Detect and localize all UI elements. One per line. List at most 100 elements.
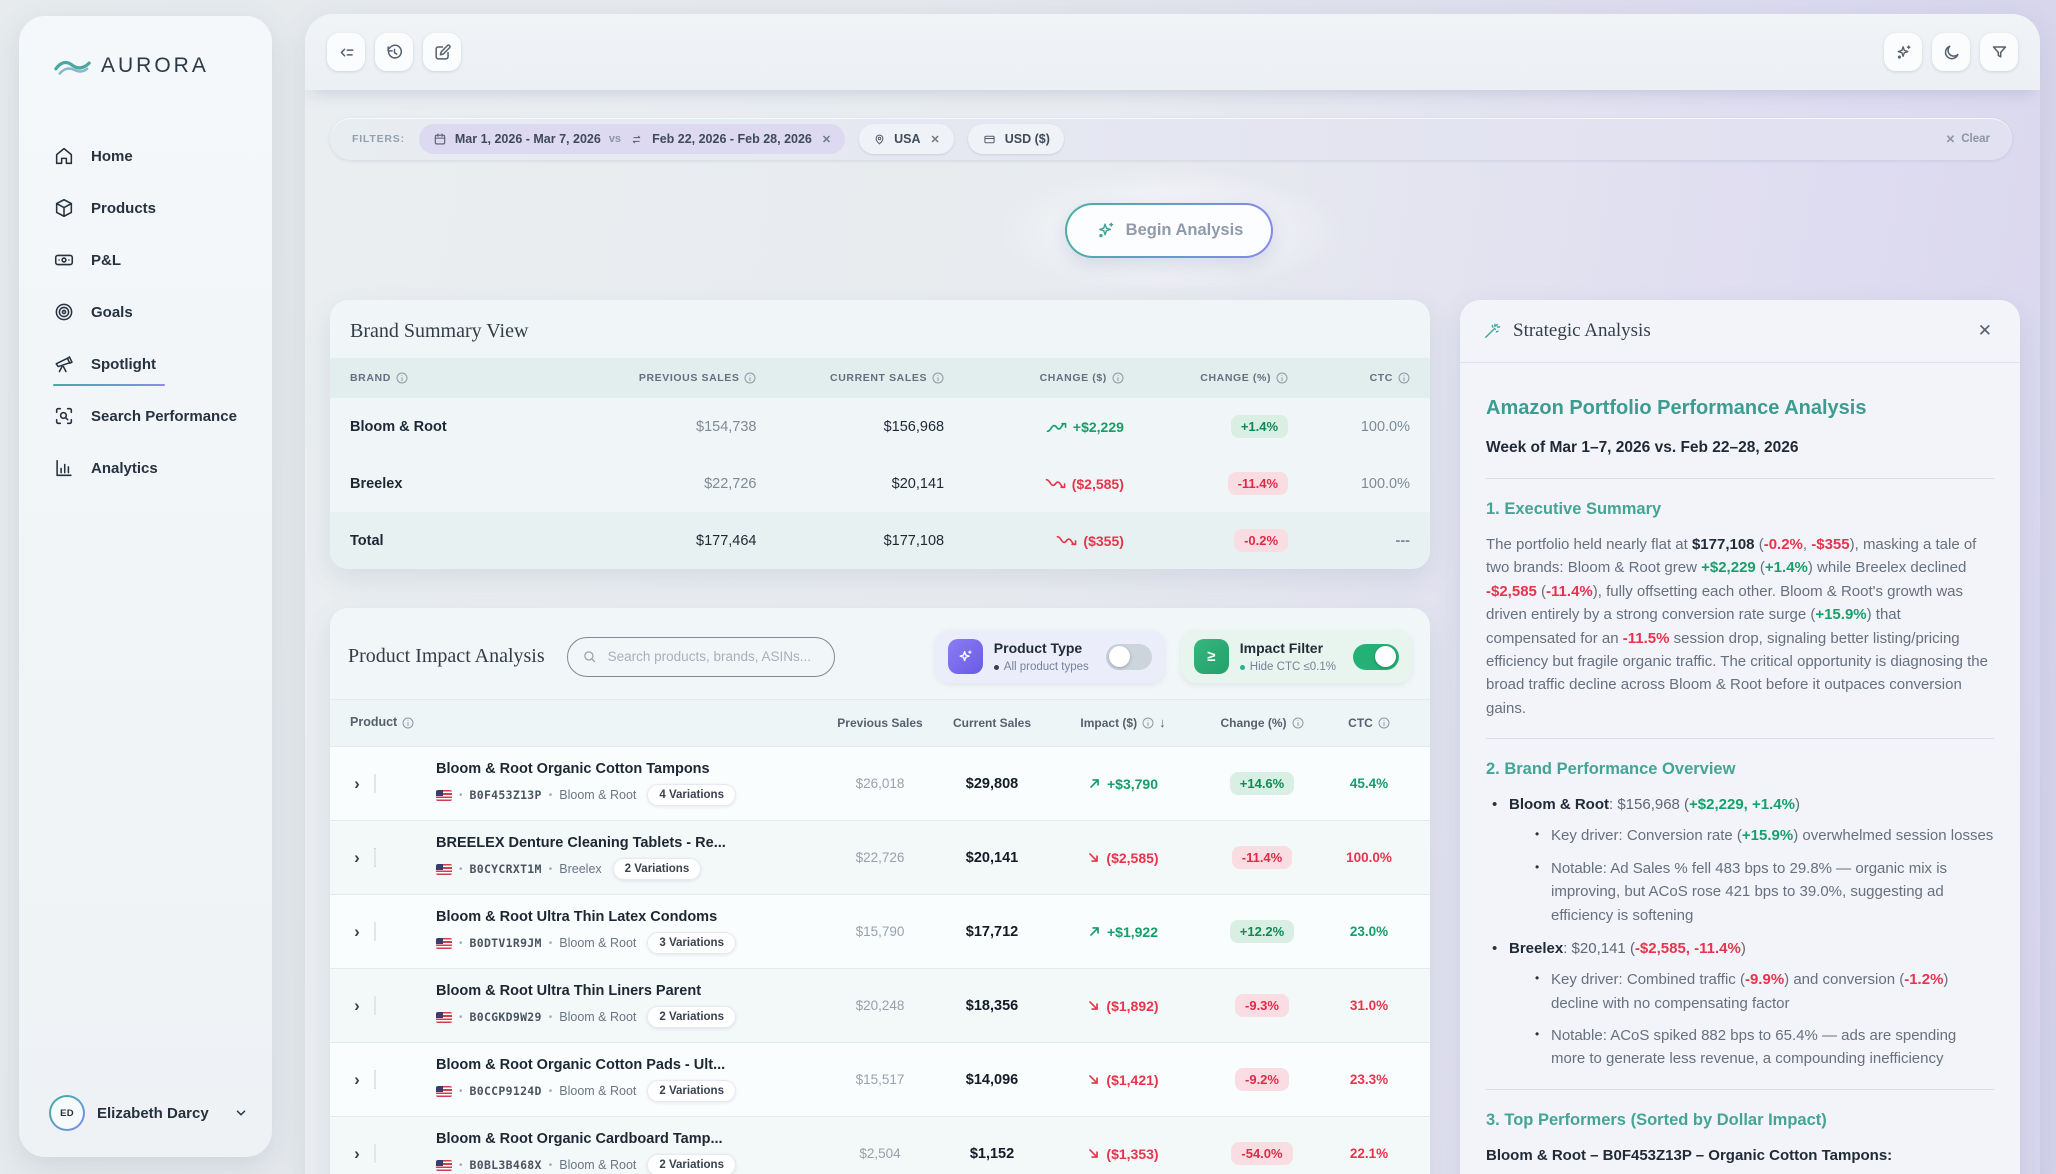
product-name: Bloom & Root Ultra Thin Liners Parent xyxy=(436,983,702,999)
current-sales-value: $14,096 xyxy=(965,1071,1019,1088)
column-header-ctc[interactable]: CTC xyxy=(1288,372,1410,384)
currency-chip[interactable]: USD ($) xyxy=(967,124,1064,154)
sidebar-item-spotlight[interactable]: Spotlight xyxy=(45,338,246,390)
sidebar-item-goals[interactable]: Goals xyxy=(45,286,246,338)
expand-row-icon[interactable]: › xyxy=(354,773,360,793)
expand-row-icon[interactable]: › xyxy=(354,1069,360,1089)
brand-summary-row[interactable]: Bloom & Root $154,738 $156,968 +$2,229 +1.4%… xyxy=(330,398,1430,455)
history-button[interactable] xyxy=(375,33,413,71)
box-icon xyxy=(53,197,75,219)
impact-filter-toggle[interactable] xyxy=(1353,643,1399,670)
new-note-button[interactable] xyxy=(423,33,461,71)
change-dollars-value: ($355) xyxy=(944,533,1124,549)
begin-analysis-button[interactable]: Begin Analysis xyxy=(1065,203,1273,258)
filter-button[interactable] xyxy=(1980,33,2018,71)
sidebar-item-p-l[interactable]: P&L xyxy=(45,234,246,286)
product-row[interactable]: › BREELEX Denture Cleaning Tablets - Re..… xyxy=(330,820,1430,894)
previous-sales-value: $20,248 xyxy=(855,998,905,1013)
us-flag-icon xyxy=(436,789,452,801)
variations-badge[interactable]: 3 Variations xyxy=(647,932,736,954)
user-menu[interactable]: ED Elizabeth Darcy xyxy=(49,1095,248,1131)
app-logo[interactable]: AURORA xyxy=(19,16,272,78)
aurora-wave-icon xyxy=(53,54,91,78)
ctc-value: 23.0% xyxy=(1349,924,1389,939)
analysis-block-p: The portfolio held nearly flat at $177,1… xyxy=(1486,536,1988,717)
sidebar-item-label: Spotlight xyxy=(91,355,156,373)
search-input[interactable] xyxy=(605,648,820,665)
close-panel-button[interactable]: ✕ xyxy=(1972,319,1998,343)
product-brand: Bloom & Root xyxy=(559,1158,637,1172)
sidebar-item-search-performance[interactable]: Search Performance xyxy=(45,390,246,442)
analysis-body: Amazon Portfolio Performance Analysis Wee… xyxy=(1460,363,2020,1174)
previous-sales-value: $15,517 xyxy=(855,1072,905,1087)
column-header-current-sales[interactable]: Current Sales xyxy=(952,715,1032,730)
panel-title: Strategic Analysis xyxy=(1513,320,1651,341)
column-header-brand[interactable]: BRAND xyxy=(350,372,569,384)
change-percent-badge: +1.4% xyxy=(1124,415,1289,438)
panel-header: Strategic Analysis ✕ xyxy=(1460,300,2020,363)
ai-sparkles-button[interactable] xyxy=(1884,33,1922,71)
product-thumbnail xyxy=(374,995,376,1015)
product-brand: Bloom & Root xyxy=(559,936,637,950)
expand-row-icon[interactable]: › xyxy=(354,1143,360,1163)
column-header-change-percent[interactable]: Change (%) xyxy=(1198,716,1326,731)
column-header-change-dollars[interactable]: CHANGE ($) xyxy=(944,372,1124,384)
variations-badge[interactable]: 2 Variations xyxy=(612,858,702,880)
change-percent-badge: +12.2% xyxy=(1198,920,1326,943)
expand-row-icon[interactable]: › xyxy=(354,921,360,941)
main-area: FILTERS: Mar 1, 2026 - Mar 7, 2026 vs Fe… xyxy=(305,14,2040,1174)
brand-summary-row[interactable]: Total $177,464 $177,108 ($355) -0.2% --- xyxy=(330,512,1430,569)
column-header-product[interactable]: Product xyxy=(340,715,824,731)
current-sales-value: $18,356 xyxy=(965,997,1019,1014)
country-chip[interactable]: USA ✕ xyxy=(859,124,954,154)
column-header-current-sales[interactable]: CURRENT SALES xyxy=(756,372,944,384)
product-search[interactable] xyxy=(566,636,835,677)
variations-badge[interactable]: 4 Variations xyxy=(647,784,736,806)
sidebar-item-home[interactable]: Home xyxy=(45,130,246,182)
remove-date-filter-icon[interactable]: ✕ xyxy=(821,133,832,146)
expand-row-icon[interactable]: › xyxy=(354,847,360,867)
variations-badge[interactable]: 2 Variations xyxy=(647,1154,736,1174)
brand-summary-rows: Bloom & Root $154,738 $156,968 +$2,229 +1.4%… xyxy=(330,398,1430,569)
sort-desc-icon[interactable]: ↓ xyxy=(1159,714,1166,730)
variations-badge[interactable]: 2 Variations xyxy=(647,1080,736,1102)
column-header-previous-sales[interactable]: Previous Sales xyxy=(837,715,923,730)
product-row[interactable]: › Bloom & Root Organic Cotton Pads - Ult.… xyxy=(330,1042,1430,1116)
product-row[interactable]: › Bloom & Root Ultra Thin Liners Parent • B… xyxy=(330,968,1430,1042)
filters-bar: FILTERS: Mar 1, 2026 - Mar 7, 2026 vs Fe… xyxy=(330,118,2012,160)
brand-name: Breelex xyxy=(350,475,403,492)
ctc-value: 45.4% xyxy=(1349,776,1389,791)
sidebar-item-products[interactable]: Products xyxy=(45,182,246,234)
info-icon xyxy=(402,717,414,729)
expand-row-icon[interactable]: › xyxy=(354,995,360,1015)
remove-country-filter-icon[interactable]: ✕ xyxy=(930,133,940,146)
product-name: Bloom & Root Organic Cotton Pads - Ult..… xyxy=(436,1057,726,1073)
product-row[interactable]: › Bloom & Root Ultra Thin Latex Condoms • B… xyxy=(330,894,1430,968)
date-range-chip[interactable]: Mar 1, 2026 - Mar 7, 2026 vs Feb 22, 202… xyxy=(418,124,846,154)
ctc-value: 22.1% xyxy=(1349,1146,1389,1161)
comparison-date-range: Feb 22, 2026 - Feb 28, 2026 xyxy=(652,132,812,146)
product-type-toggle[interactable] xyxy=(1105,643,1152,670)
topbar-right xyxy=(1884,33,2018,71)
dark-mode-button[interactable] xyxy=(1932,33,1970,71)
sidebar-item-label: Goals xyxy=(91,303,133,321)
clear-filters-button[interactable]: ✕ Clear xyxy=(1945,133,1990,146)
product-row[interactable]: › Bloom & Root Organic Cardboard Tamp... •… xyxy=(330,1116,1430,1174)
us-flag-icon xyxy=(436,1085,452,1097)
country-value: USA xyxy=(894,132,921,146)
dot-icon xyxy=(1239,664,1245,670)
product-type-sparkle-icon xyxy=(947,639,983,674)
change-percent-badge: +14.6% xyxy=(1198,772,1326,795)
product-row[interactable]: › Bloom & Root Organic Cotton Tampons • B0F… xyxy=(330,746,1430,820)
column-header-change-percent[interactable]: CHANGE (%) xyxy=(1124,372,1288,384)
product-thumbnail xyxy=(374,1069,376,1089)
collapse-sidebar-button[interactable] xyxy=(327,33,365,71)
brand-summary-row[interactable]: Breelex $22,726 $20,141 ($2,585) -11.4% 100.0… xyxy=(330,455,1430,512)
card-icon xyxy=(982,133,997,146)
column-header-ctc[interactable]: CTC xyxy=(1326,716,1412,731)
column-header-impact[interactable]: Impact ($) ↓ xyxy=(1080,714,1166,730)
sidebar-item-analytics[interactable]: Analytics xyxy=(45,442,246,494)
variations-badge[interactable]: 2 Variations xyxy=(647,1006,736,1028)
column-header-previous-sales[interactable]: PREVIOUS SALES xyxy=(569,372,757,384)
impact-value: ($1,353) xyxy=(1048,1146,1198,1162)
